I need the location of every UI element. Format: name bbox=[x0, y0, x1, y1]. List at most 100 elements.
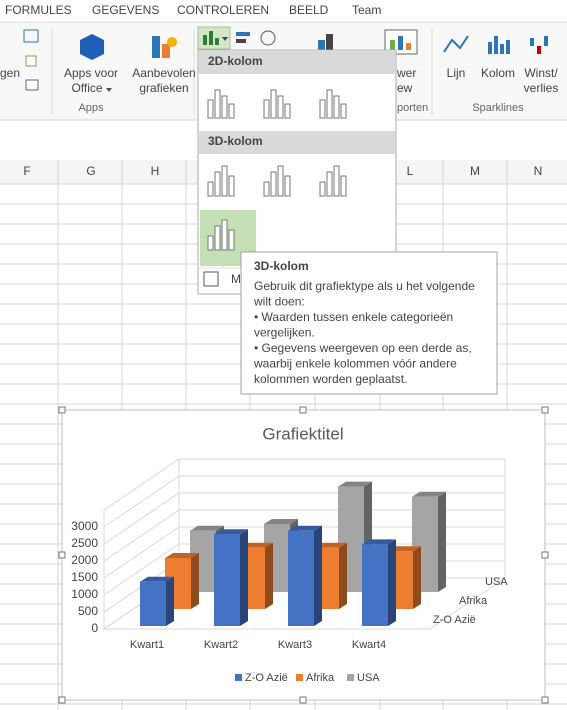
button-label[interactable]: grafieken bbox=[139, 81, 188, 95]
icon[interactable] bbox=[506, 40, 510, 54]
ribbon-tab[interactable]: BEELD bbox=[289, 3, 329, 17]
button-label[interactable]: Apps voor bbox=[64, 66, 118, 80]
selection-handle[interactable] bbox=[541, 406, 549, 414]
icon[interactable] bbox=[236, 39, 246, 43]
ribbon-tab[interactable]: GEGEVENS bbox=[92, 3, 159, 17]
apps-icon[interactable] bbox=[80, 34, 104, 60]
bar-side bbox=[413, 546, 421, 609]
x-tick-label: Kwart3 bbox=[278, 639, 312, 651]
column-header[interactable]: H bbox=[151, 164, 160, 178]
icon[interactable] bbox=[318, 40, 325, 52]
gallery-icons bbox=[207, 89, 347, 251]
more-icon bbox=[203, 271, 219, 287]
icon[interactable] bbox=[537, 46, 541, 54]
icon[interactable] bbox=[260, 30, 276, 46]
dropdown-arrow bbox=[222, 37, 228, 41]
bar-top bbox=[264, 519, 298, 524]
bar-top bbox=[288, 525, 322, 531]
bar-side bbox=[166, 576, 174, 626]
y-tick-label: 1500 bbox=[71, 570, 98, 584]
button-label[interactable]: Office bbox=[71, 81, 102, 95]
button-label[interactable]: ew bbox=[397, 81, 413, 95]
column-header[interactable]: F bbox=[23, 164, 30, 178]
button-label[interactable]: Aanbevolen bbox=[132, 66, 195, 80]
ribbon-tab[interactable]: CONTROLEREN bbox=[177, 3, 269, 17]
chart-type-icon-bar bbox=[207, 181, 214, 197]
selection-handle[interactable] bbox=[58, 551, 66, 559]
icon[interactable] bbox=[544, 36, 548, 46]
button-label[interactable]: gen bbox=[0, 66, 20, 80]
bar-top bbox=[190, 525, 224, 531]
button-label[interactable]: Winst/ bbox=[524, 66, 558, 80]
chart-type-icon-bar bbox=[277, 95, 284, 119]
icon[interactable] bbox=[494, 36, 498, 54]
icon bbox=[398, 36, 403, 50]
icon[interactable] bbox=[443, 35, 469, 53]
chart-type-icon-bar bbox=[319, 99, 326, 119]
bar-front bbox=[288, 530, 314, 626]
button-label[interactable]: Kolom bbox=[481, 66, 515, 80]
bar-side bbox=[339, 542, 347, 609]
bar-top bbox=[412, 491, 446, 497]
column-header[interactable]: N bbox=[534, 164, 543, 178]
selection-handle[interactable] bbox=[541, 551, 549, 559]
icon[interactable] bbox=[326, 34, 333, 52]
icon[interactable] bbox=[236, 32, 250, 36]
bar-side bbox=[265, 542, 273, 609]
more-charts-link[interactable]: M bbox=[231, 272, 241, 286]
tooltip-line: kolommen worden geplaatst. bbox=[254, 372, 407, 386]
selection-handles bbox=[58, 406, 549, 704]
chart-type-icon-bar bbox=[228, 103, 235, 119]
icon[interactable] bbox=[152, 36, 160, 58]
ribbon-tab[interactable]: FORMULES bbox=[5, 3, 72, 17]
icon[interactable] bbox=[167, 37, 177, 47]
selection-handle[interactable] bbox=[541, 696, 549, 704]
legend-label[interactable]: USA bbox=[357, 672, 380, 684]
tooltip-line: Gebruik dit grafiektype als u het volgen… bbox=[254, 279, 475, 293]
chart-type-icon-bar bbox=[319, 181, 326, 197]
bar-side bbox=[191, 553, 199, 609]
selection-handle[interactable] bbox=[299, 406, 307, 414]
column-header[interactable]: M bbox=[470, 164, 480, 178]
chart-type-icon-bar bbox=[284, 103, 291, 119]
bar bbox=[140, 576, 174, 626]
button-label[interactable]: Lijn bbox=[447, 66, 466, 80]
legend-swatch bbox=[296, 674, 303, 681]
legend-label[interactable]: Afrika bbox=[306, 672, 335, 684]
bar-side bbox=[240, 529, 248, 626]
icon bbox=[23, 29, 39, 43]
tooltip-body: Gebruik dit grafiektype als u het volgen… bbox=[253, 279, 475, 386]
bar-top bbox=[214, 529, 248, 535]
ribbon-icons bbox=[23, 26, 548, 115]
icon[interactable] bbox=[500, 44, 504, 54]
legend-label[interactable]: Z-O Azië bbox=[245, 672, 288, 684]
column-header[interactable]: L bbox=[407, 164, 414, 178]
depth-axis-label: Afrika bbox=[459, 595, 488, 607]
group-label: Apps bbox=[78, 102, 104, 114]
selection-handle[interactable] bbox=[58, 696, 66, 704]
chart-title: Grafiektitel bbox=[262, 424, 343, 443]
y-tick-label: 2000 bbox=[71, 553, 98, 567]
button-label[interactable]: verlies bbox=[524, 81, 559, 95]
ribbon-tab[interactable]: Team bbox=[352, 3, 381, 17]
y-tick-label: 0 bbox=[91, 621, 98, 635]
legend-swatch bbox=[347, 674, 354, 681]
tabs: FORMULES GEGEVENS CONTROLEREN BEELD Team bbox=[5, 3, 381, 17]
selection-handle[interactable] bbox=[58, 406, 66, 414]
chart-type-icon-bar bbox=[207, 235, 214, 251]
icon[interactable] bbox=[530, 38, 534, 46]
icon[interactable] bbox=[488, 42, 492, 54]
column-header[interactable]: G bbox=[86, 164, 95, 178]
chart-type-icon-bar bbox=[228, 175, 235, 197]
selection-handle[interactable] bbox=[299, 696, 307, 704]
tooltip-line: waarbij enkele kolommen vóór andere bbox=[253, 357, 457, 371]
bar bbox=[288, 525, 322, 626]
button-label[interactable]: wer bbox=[396, 66, 416, 80]
bar-front bbox=[140, 581, 166, 626]
y-tick-label: 500 bbox=[78, 604, 98, 618]
icon[interactable] bbox=[162, 44, 170, 58]
bar-top bbox=[338, 481, 372, 487]
grid-line bbox=[103, 543, 505, 596]
group-label: Sparklines bbox=[472, 102, 524, 114]
